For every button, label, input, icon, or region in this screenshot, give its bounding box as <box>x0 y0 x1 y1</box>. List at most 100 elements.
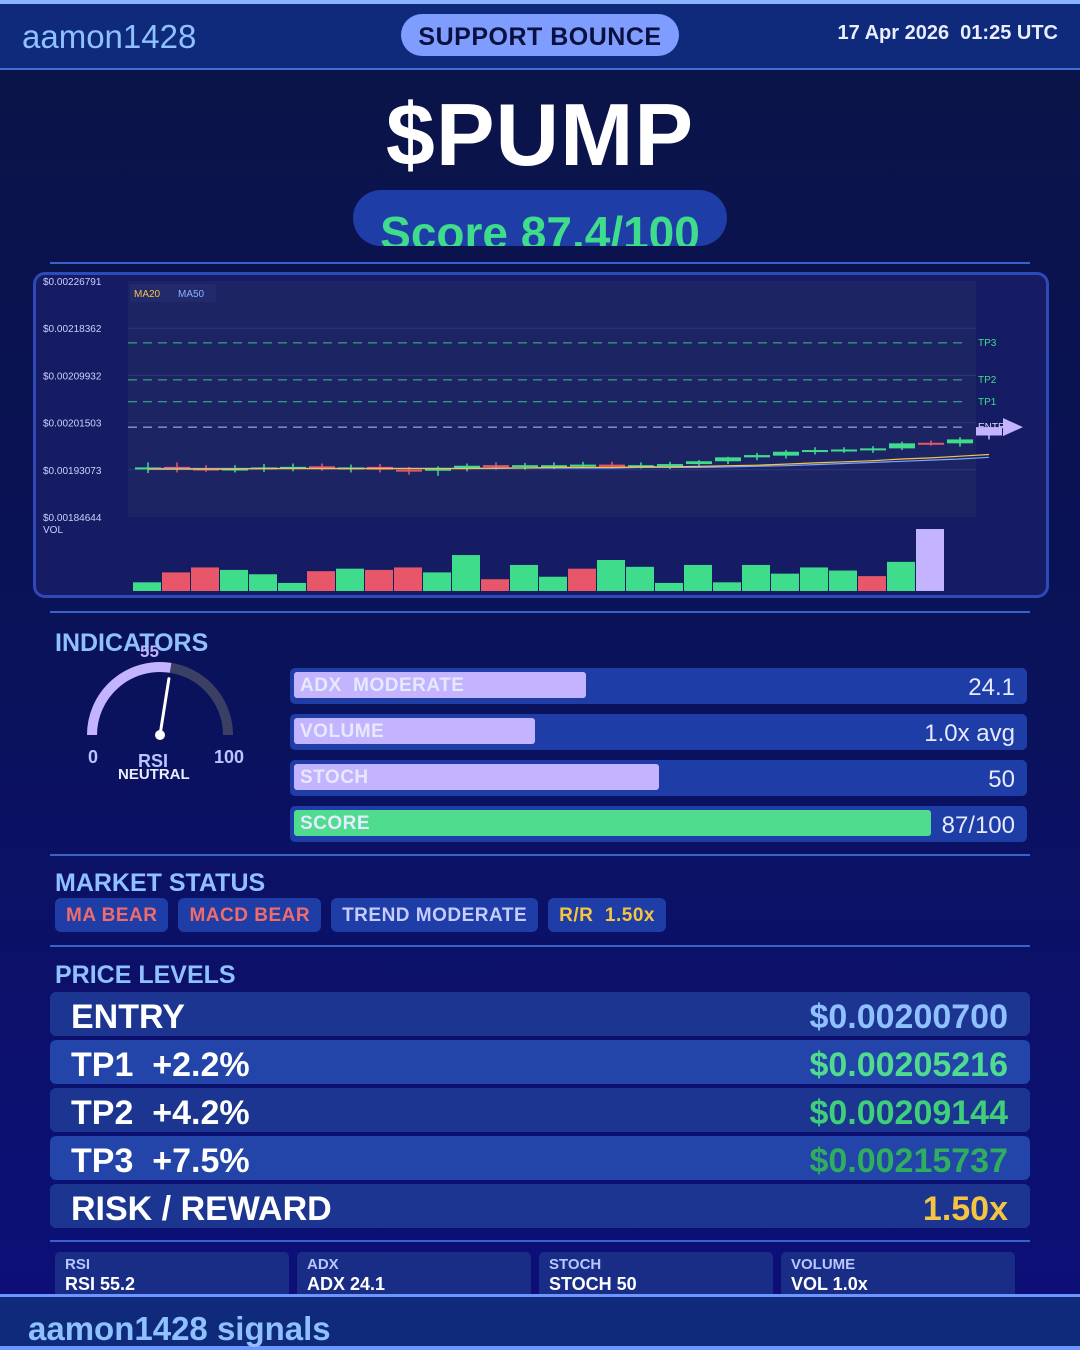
adx-bar-label: ADX MODERATE <box>300 675 465 696</box>
volume-bar <box>771 573 799 591</box>
level-label: TP3 +7.5% <box>71 1142 250 1180</box>
stoch-bar-fill <box>294 764 659 790</box>
volume-bar <box>365 569 393 591</box>
level-value: $0.00200700 <box>809 998 1008 1036</box>
volume-bar <box>800 567 828 591</box>
volume-bar <box>858 576 886 591</box>
level-row-entry: ENTRY $0.00200700 <box>50 992 1030 1036</box>
gauge-max-label: 100 <box>214 747 245 767</box>
candle-body <box>976 427 1002 436</box>
candle-body <box>802 450 828 453</box>
volume-bar <box>336 568 364 591</box>
volume-bar <box>220 569 248 591</box>
level-label: TP2 <box>978 375 997 386</box>
candle-body <box>541 465 567 468</box>
signal-type-badge: SUPPORT BOUNCE <box>401 14 679 56</box>
candle-body <box>309 466 335 470</box>
header-bar: aamon1428 SUPPORT BOUNCE 17 Apr 2026 01:… <box>0 4 1080 70</box>
legend-ma20: MA20 <box>134 289 161 300</box>
top-accent-line <box>0 0 1080 4</box>
stat-name: STOCH <box>549 1256 602 1273</box>
candle-body <box>628 465 654 468</box>
level-value: $0.00215737 <box>809 1142 1008 1180</box>
ticker-symbol: $PUMP <box>385 85 695 184</box>
volume-bar <box>916 529 944 591</box>
score-bar-value: 87/100 <box>941 812 1015 839</box>
divider <box>50 945 1030 947</box>
volume-bar <box>249 574 277 591</box>
status-chip: R/R 1.50x <box>548 898 666 932</box>
stat-value: STOCH 50 <box>549 1274 637 1294</box>
status-chip: TREND MODERATE <box>331 898 539 932</box>
candle-body <box>744 455 770 458</box>
volume-bar-fill <box>294 718 535 744</box>
entry-arrow <box>1003 418 1023 437</box>
stat-card-stoch: STOCH STOCH 50 <box>539 1252 773 1298</box>
level-label: TP1 <box>978 397 997 408</box>
stoch-bar-value: 50 <box>988 766 1015 793</box>
divider <box>50 1240 1030 1242</box>
indicators-title: INDICATORS <box>55 629 209 657</box>
stat-card-volume: VOLUME VOL 1.0x <box>781 1252 1015 1298</box>
rsi-gauge: 55 0 100 RSI NEUTRAL <box>60 640 260 790</box>
divider <box>50 854 1030 856</box>
gauge-min-label: 0 <box>88 747 99 767</box>
candle-body <box>947 439 973 444</box>
gauge-track <box>87 662 233 736</box>
volume-bar <box>423 572 451 591</box>
adx-bar-fill <box>294 672 586 698</box>
candle-body <box>686 461 712 465</box>
volume-bar <box>568 568 596 591</box>
gauge-hub <box>155 730 165 740</box>
stat-name: RSI <box>65 1256 91 1273</box>
candle-body <box>570 464 596 467</box>
rsi-state-label: NEUTRAL <box>118 766 190 783</box>
candle-body <box>454 465 480 469</box>
stat-value: VOL 1.0x <box>791 1274 868 1294</box>
stat-value: ADX 24.1 <box>307 1274 386 1294</box>
volume-bar <box>655 582 683 591</box>
volume-bar: VOLUME 1.0x avg <box>290 714 1027 750</box>
plot-area <box>128 281 976 517</box>
volume-label: VOL <box>43 525 63 536</box>
volume-bar <box>539 576 567 591</box>
level-label: ENTRY <box>71 998 185 1036</box>
volume-bar <box>742 564 770 591</box>
volume-bar-value: 1.0x avg <box>924 720 1015 747</box>
volume-bar <box>481 579 509 591</box>
y-tick-label: $0.00209932 <box>43 371 102 382</box>
candle-body <box>396 469 422 472</box>
footer-brand: aamon1428 signals <box>28 1310 331 1347</box>
adx-bar: ADX MODERATE 24.1 <box>290 668 1027 704</box>
volume-bar <box>887 561 915 591</box>
level-row-risk-reward: RISK / REWARD 1.50x <box>50 1184 1030 1228</box>
stat-card-rsi: RSI RSI 55.2 <box>55 1252 289 1298</box>
volume-bar <box>278 582 306 591</box>
candle-body <box>657 464 683 467</box>
y-tick-label: $0.00184644 <box>43 513 102 524</box>
status-chip: MA BEAR <box>55 898 169 932</box>
candle-body <box>889 443 915 449</box>
price-chart: $0.00226791 $0.00218362 $0.00209932 $0.0020… <box>33 272 1049 598</box>
volume-bar <box>713 582 741 591</box>
stat-value: RSI 55.2 <box>65 1274 136 1294</box>
volume-bar <box>191 567 219 591</box>
candle-body <box>860 448 886 451</box>
volume-bar-label: VOLUME <box>300 721 385 742</box>
gauge-name-label: RSI <box>138 751 169 771</box>
timestamp: 17 Apr 2026 01:25 UTC <box>837 22 1058 44</box>
level-row-tp2: TP2 +4.2% $0.00209144 <box>50 1088 1030 1132</box>
candle-body <box>280 466 306 469</box>
divider <box>50 611 1030 613</box>
volume-bar <box>684 564 712 591</box>
candle-body <box>715 457 741 462</box>
rsi-gauge-value: 55 <box>140 642 159 661</box>
candle-body <box>918 442 944 445</box>
level-row-tp3: TP3 +7.5% $0.00215737 <box>50 1136 1030 1180</box>
volume-bar <box>162 572 190 591</box>
market-status-chips: MA BEAR MACD BEAR TREND MODERATE R/R 1.5… <box>55 898 666 934</box>
stoch-bar: STOCH 50 <box>290 760 1027 796</box>
level-label: TP1 +2.2% <box>71 1046 250 1084</box>
volume-bar <box>829 570 857 591</box>
brand-name: aamon1428 <box>22 18 197 55</box>
